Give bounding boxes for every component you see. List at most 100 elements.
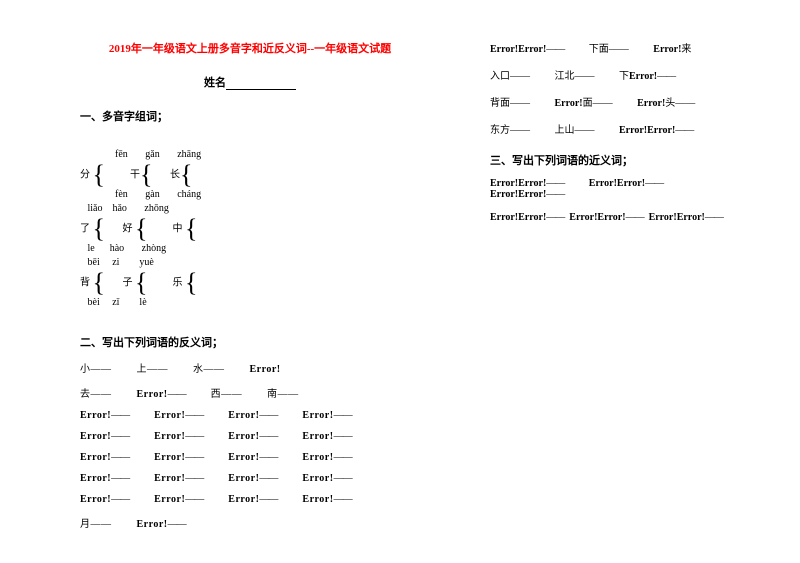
section-1-heading: 一、多音字组词； (80, 108, 420, 124)
synonym-row: Error!Error!—— Error!Error!—— Error!Erro… (490, 212, 730, 223)
error-text: Error! (228, 431, 259, 442)
antonym-item: 南—— (267, 389, 299, 400)
error-text: Error! (490, 44, 518, 55)
error-text: Error! (619, 125, 647, 136)
char-le: 乐 (172, 277, 182, 288)
antonym-row: 小—— 上—— 水—— Error! (80, 360, 420, 375)
error-text: Error! (555, 98, 583, 109)
error-text: Error! (154, 410, 185, 421)
right-item: 上山—— (555, 125, 595, 136)
error-text: Error! (302, 431, 333, 442)
error-text: Error! (629, 71, 657, 82)
pinyin-row-5: bēi zi yuè (80, 257, 154, 268)
brace-icon: { (93, 162, 105, 188)
right-item: 下面—— (589, 44, 629, 55)
brace-icon: { (140, 162, 152, 188)
error-text: Error! (490, 212, 518, 223)
char-chang: 长 (170, 169, 180, 180)
error-text: Error! (302, 473, 333, 484)
error-text: Error! (302, 410, 333, 421)
error-text: Error! (80, 410, 111, 421)
error-text: Error! (597, 212, 625, 223)
char-fen: 分 (80, 169, 90, 180)
error-text: Error! (80, 473, 111, 484)
error-text: Error! (302, 494, 333, 505)
pinyin-row-3: liǎo hǎo zhōng (80, 203, 169, 214)
right-row: 东方—— 上山—— Error!Error!—— (490, 121, 730, 136)
name-underline (226, 79, 296, 90)
brace-icon: { (185, 216, 197, 242)
error-text: Error! (518, 44, 546, 55)
antonym-row: Error!—— Error!—— Error!—— Error!—— (80, 431, 420, 442)
right-item: 下 (619, 71, 629, 82)
error-text: Error! (154, 452, 185, 463)
error-text: Error! (154, 431, 185, 442)
antonym-row: Error!—— Error!—— Error!—— Error!—— (80, 494, 420, 505)
antonym-item: 小—— (80, 364, 112, 375)
error-text: Error! (518, 178, 546, 189)
name-label: 姓名 (204, 77, 226, 89)
error-text: Error! (137, 519, 168, 530)
antonym-row: 去—— Error!—— 西—— 南—— (80, 385, 420, 400)
antonym-row: Error!—— Error!—— Error!—— Error!—— (80, 410, 420, 421)
error-text: Error! (250, 364, 281, 375)
right-item: 面—— (583, 98, 613, 109)
error-text: Error! (518, 212, 546, 223)
brace-icon: { (135, 270, 147, 296)
error-text: Error! (80, 431, 111, 442)
antonym-row: 月—— Error!—— (80, 515, 420, 530)
right-row: Error!Error!—— 下面—— Error!来 (490, 40, 730, 55)
error-text: Error! (617, 178, 645, 189)
error-text: Error! (490, 189, 518, 200)
error-text: Error! (649, 212, 677, 223)
char-liao: 了 (80, 223, 90, 234)
error-text: Error! (137, 389, 168, 400)
brace-icon: { (185, 270, 197, 296)
right-item: 东方—— (490, 125, 530, 136)
error-text: Error! (677, 212, 705, 223)
right-item: 江北—— (555, 71, 595, 82)
error-text: Error! (653, 44, 681, 55)
antonym-item: 月—— (80, 519, 112, 530)
error-text: Error! (154, 473, 185, 484)
name-field-line: 姓名 (80, 74, 420, 90)
char-zhong: 中 (172, 223, 182, 234)
pinyin-row-6: bèi zǐ lè (80, 297, 147, 308)
brace-icon: { (135, 216, 147, 242)
polyphonic-block: fēn gǎn zhāng 分 { 干{ 长{ fèn gàn cháng li… (80, 134, 420, 324)
right-item: 头—— (665, 98, 695, 109)
right-item: 入口—— (490, 71, 530, 82)
error-text: Error! (490, 178, 518, 189)
right-row: 背面—— Error!面—— Error!头—— (490, 94, 730, 109)
section-2-heading: 二、写出下列词语的反义词； (80, 334, 420, 350)
brace-icon: { (93, 270, 105, 296)
error-text: Error! (154, 494, 185, 505)
error-text: Error! (228, 410, 259, 421)
antonym-item: 去—— (80, 389, 112, 400)
error-text: Error! (228, 452, 259, 463)
char-gan: 干 (130, 169, 140, 180)
antonym-row: Error!—— Error!—— Error!—— Error!—— (80, 473, 420, 484)
pinyin-row-4: le hào zhòng (80, 243, 166, 254)
error-text: Error! (637, 98, 665, 109)
error-text: Error! (228, 494, 259, 505)
error-text: Error! (518, 189, 546, 200)
section-3-heading: 三、写出下列词语的近义词； (490, 152, 730, 168)
right-item: 来 (681, 44, 691, 55)
error-text: Error! (589, 178, 617, 189)
right-item: 背面—— (490, 98, 530, 109)
char-zi: 子 (122, 277, 132, 288)
antonym-item: 上—— (137, 364, 169, 375)
error-text: Error! (647, 125, 675, 136)
brace-icon: { (93, 216, 105, 242)
antonym-item: 西—— (211, 389, 243, 400)
antonym-row: Error!—— Error!—— Error!—— Error!—— (80, 452, 420, 463)
char-bei: 背 (80, 277, 90, 288)
synonym-row: Error!Error!—— Error!Error!—— Error!Erro… (490, 178, 730, 200)
error-text: Error! (80, 494, 111, 505)
error-text: Error! (228, 473, 259, 484)
brace-icon: { (180, 162, 192, 188)
right-row: 入口—— 江北—— 下Error!—— (490, 67, 730, 82)
antonym-item: 水—— (193, 364, 225, 375)
error-text: Error! (302, 452, 333, 463)
